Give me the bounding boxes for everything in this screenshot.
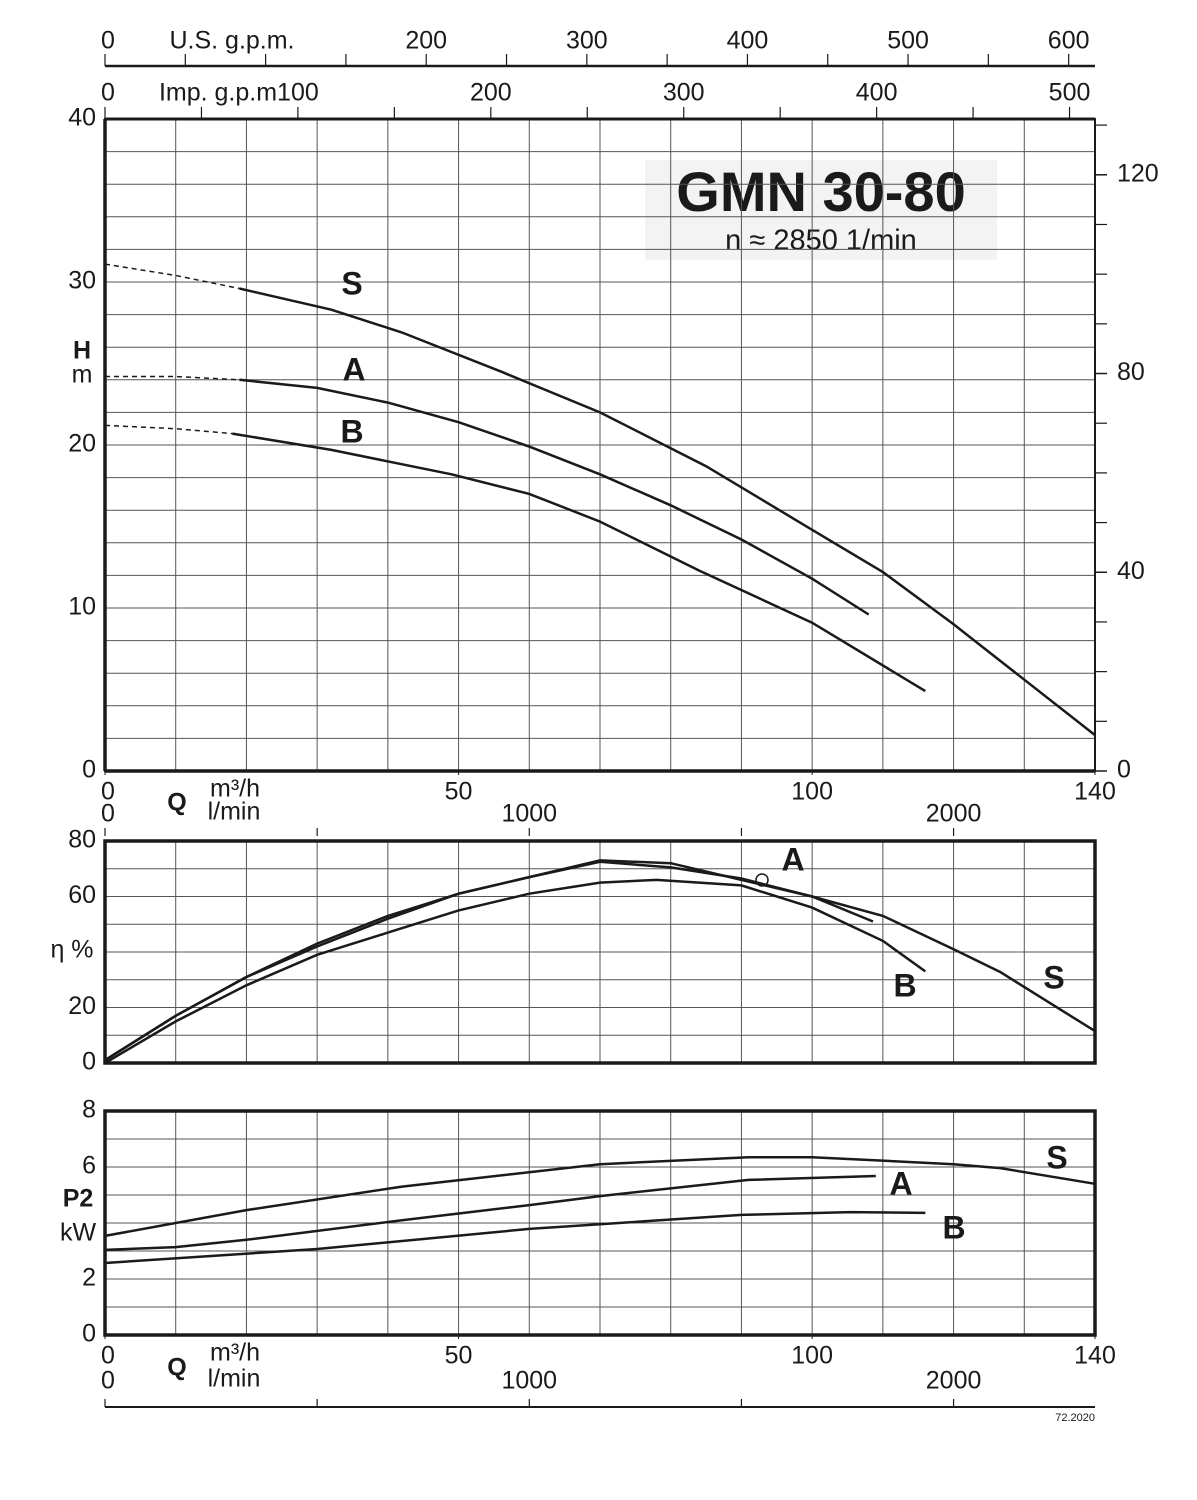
x-tick-label: 0 — [101, 778, 115, 806]
curve-extrapolated — [104, 424, 233, 435]
plot-frame — [103, 1109, 1097, 1337]
y-axis-label: H — [73, 337, 91, 365]
x-unit: m³/h — [210, 775, 260, 803]
curve — [104, 878, 927, 1065]
y-tick-label: 8 — [82, 1096, 96, 1124]
curve-label: A — [781, 841, 804, 877]
curve — [239, 287, 1096, 737]
curve — [104, 1155, 1096, 1238]
x-tick-label: 50 — [445, 1342, 473, 1370]
label-marker — [755, 873, 769, 887]
top-tick-label: 600 — [1048, 27, 1090, 55]
top-tick-label: 500 — [1049, 79, 1091, 107]
curve-label: S — [341, 265, 362, 301]
top-tick-label: 100 — [277, 79, 319, 107]
plot-frame — [103, 839, 1097, 1065]
x2-tick-label: 1000 — [501, 800, 557, 828]
y-tick-label: 20 — [68, 430, 96, 458]
top-axis-label: Imp. g.p.m — [159, 79, 277, 107]
x-tick-label: 100 — [791, 1342, 833, 1370]
y-tick-label: 0 — [82, 1320, 96, 1348]
y-tick-label: 2 — [82, 1264, 96, 1292]
y-tick-label: 30 — [68, 267, 96, 295]
top-tick-label: 300 — [663, 79, 705, 107]
y2-tick-label: 80 — [1117, 358, 1145, 386]
top-tick-label: 500 — [887, 27, 929, 55]
y-axis-label: kW — [60, 1219, 97, 1247]
x2-tick-label: 1000 — [501, 1367, 557, 1395]
x2-unit: l/min — [208, 1365, 261, 1393]
x-axis-label: Q — [167, 1354, 186, 1382]
x-tick-label: 140 — [1074, 1342, 1116, 1370]
y-tick-label: 6 — [82, 1152, 96, 1180]
top-tick-label: 0 — [101, 79, 115, 107]
y-tick-label: 10 — [68, 593, 96, 621]
y-tick-label: 20 — [68, 992, 96, 1020]
x-tick-label: 100 — [791, 778, 833, 806]
curve-label: S — [1043, 959, 1064, 995]
top-axis-label: U.S. g.p.m. — [169, 27, 294, 55]
x2-tick-label: 0 — [101, 1367, 115, 1395]
curve — [104, 1174, 876, 1252]
curve-label: A — [342, 351, 365, 387]
top-tick-label: 300 — [566, 27, 608, 55]
curve-label: A — [889, 1165, 912, 1201]
y2-tick-label: 120 — [1117, 159, 1159, 187]
x2-tick-label: 0 — [101, 800, 115, 828]
curve — [104, 1210, 926, 1265]
x-axis-label: Q — [167, 789, 186, 817]
x-tick-label: 140 — [1074, 778, 1116, 806]
top-tick-label: 400 — [856, 79, 898, 107]
y-axis-label: m — [72, 361, 93, 389]
y2-tick-label: 40 — [1117, 557, 1145, 585]
x2-tick-label: 2000 — [926, 1367, 982, 1395]
y-tick-label: 60 — [68, 881, 96, 909]
x2-unit: l/min — [208, 798, 261, 826]
y-tick-label: 40 — [68, 104, 96, 132]
x-unit: m³/h — [210, 1339, 260, 1367]
curve — [239, 378, 870, 616]
y-axis-label: P2 — [63, 1185, 94, 1213]
x-tick-label: 0 — [101, 1342, 115, 1370]
curve-label: B — [942, 1209, 965, 1245]
curve-label: B — [340, 413, 363, 449]
footer: 72.2020 — [1055, 1412, 1095, 1424]
top-tick-label: 400 — [727, 27, 769, 55]
curve-label: S — [1046, 1139, 1067, 1175]
y-tick-label: 0 — [82, 756, 96, 784]
title-box — [645, 160, 997, 260]
y-tick-label: 80 — [68, 826, 96, 854]
chart-subtitle: n ≈ 2850 1/min — [725, 225, 917, 257]
curve-label: B — [893, 967, 916, 1003]
curve — [232, 432, 926, 693]
top-tick-label: 200 — [405, 27, 447, 55]
top-tick-label: 0 — [101, 27, 115, 55]
y-axis-label: η % — [50, 936, 93, 964]
y-tick-label: 0 — [82, 1048, 96, 1076]
x-tick-label: 50 — [445, 778, 473, 806]
x2-tick-label: 2000 — [926, 800, 982, 828]
top-tick-label: 200 — [470, 79, 512, 107]
y2-tick-label: 0 — [1117, 756, 1131, 784]
chart-title: GMN 30-80 — [676, 160, 965, 223]
curve — [104, 859, 1096, 1062]
curve-extrapolated — [104, 263, 240, 290]
